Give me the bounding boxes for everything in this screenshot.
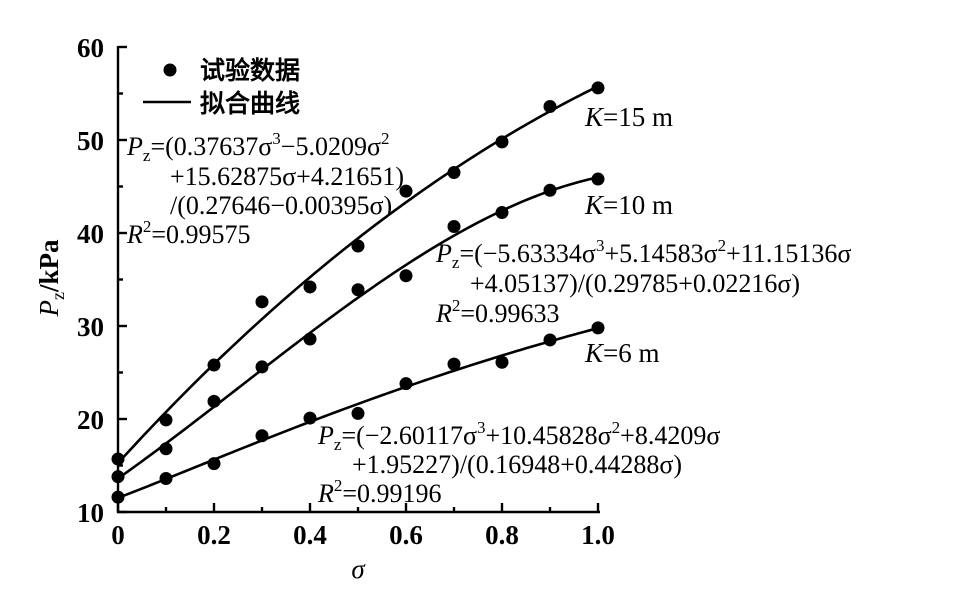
fit-curves: [117, 85, 599, 500]
y-tick-label: 10: [77, 498, 104, 528]
y-tick-label: 60: [77, 33, 104, 63]
fit-curve-k10: [117, 176, 599, 480]
series-label-k6-rest: =6 m: [603, 338, 659, 368]
equation-k15-line2: +15.62875σ+4.21651): [170, 162, 404, 191]
series-label-k15-rest: =15 m: [603, 102, 673, 132]
equation-k6: Pz=(−2.60117σ3+10.45828σ2+8.4209σ +1.952…: [317, 418, 720, 508]
x-tick-label: 0.2: [197, 520, 231, 550]
data-point: [303, 332, 317, 346]
data-point: [159, 472, 173, 486]
y-tick-label: 40: [77, 219, 104, 249]
data-point: [447, 166, 461, 180]
equation-k10-r2: R2=0.99633: [435, 296, 560, 328]
x-tick-label: 1.0: [581, 520, 615, 550]
equation-k15-line3: /(0.27646−0.00395σ): [170, 191, 392, 220]
x-axis-label: σ: [351, 554, 366, 584]
data-point: [111, 470, 125, 484]
data-point: [591, 172, 605, 186]
x-tick-label: 0.8: [485, 520, 519, 550]
data-point: [543, 333, 557, 347]
series-label-k10-rest: =10 m: [603, 190, 673, 220]
data-point: [399, 269, 413, 283]
equation-k6-line1: Pz=(−2.60117σ3+10.45828σ2+8.4209σ: [317, 418, 720, 454]
data-points: [111, 81, 605, 504]
legend-label-line: 拟合曲线: [200, 89, 300, 118]
equation-k15-r2: R2=0.99575: [126, 217, 251, 249]
data-point: [159, 442, 173, 456]
x-tick-label: 0: [111, 520, 125, 550]
data-point: [399, 377, 413, 391]
equation-k15: Pz=(0.37637σ3−5.0209σ2 +15.62875σ+4.2165…: [126, 129, 404, 249]
data-point: [303, 280, 317, 294]
data-point: [255, 429, 269, 443]
data-point: [207, 358, 221, 372]
legend: 试验数据 拟合曲线: [143, 56, 300, 118]
equation-k6-line2: +1.95227)/(0.16948+0.44288σ): [352, 450, 682, 479]
data-point: [495, 135, 509, 149]
data-point: [591, 321, 605, 335]
x-tick-label: 0.6: [389, 520, 423, 550]
equation-k10-line1: Pz=(−5.63334σ3+5.14583σ2+11.15136σ: [435, 236, 851, 272]
data-point: [399, 184, 413, 198]
data-point: [159, 413, 173, 427]
data-point: [495, 206, 509, 220]
legend-marker-points: [163, 63, 177, 77]
ticks: [116, 45, 600, 514]
fit-curve-k15: [117, 85, 599, 465]
fit-curve-k6: [117, 326, 599, 500]
y-tick-label: 20: [77, 405, 104, 435]
data-point: [543, 183, 557, 197]
data-point: [255, 295, 269, 309]
y-axis-label: Pz/kPa: [34, 239, 68, 318]
data-point: [351, 406, 365, 420]
series-label-k6: K=6 m: [584, 338, 660, 368]
legend-label-points: 试验数据: [200, 56, 300, 85]
series-label-k10: K=10 m: [584, 190, 673, 220]
data-point: [543, 100, 557, 114]
y-axis-label-sub: z: [48, 292, 68, 300]
data-point: [351, 283, 365, 297]
data-point: [207, 457, 221, 471]
equation-k15-line1: Pz=(0.37637σ3−5.0209σ2: [126, 129, 389, 165]
data-point: [303, 411, 317, 425]
data-point: [111, 490, 125, 504]
data-point: [495, 355, 509, 369]
y-tick-label: 30: [77, 312, 104, 342]
data-point: [351, 239, 365, 253]
y-tick-label: 50: [77, 126, 104, 156]
data-point: [207, 394, 221, 408]
y-axis-label-unit: /kPa: [34, 239, 64, 293]
y-axis-label-main: P: [34, 300, 64, 318]
x-tick-label: 0.4: [293, 520, 327, 550]
series-label-k15: K=15 m: [584, 102, 673, 132]
data-point: [591, 81, 605, 95]
data-point: [255, 360, 269, 374]
tick-labels: 0 0.2 0.4 0.6 0.8 1.0 10 20 30 40 50 60: [77, 33, 615, 550]
equation-k10: Pz=(−5.63334σ3+5.14583σ2+11.15136σ +4.05…: [435, 236, 851, 328]
data-point: [447, 219, 461, 233]
data-point: [447, 357, 461, 371]
data-point: [111, 452, 125, 466]
equation-k6-r2: R2=0.99196: [317, 476, 442, 508]
equation-k10-line2: +4.05137)/(0.29785+0.02216σ): [470, 269, 800, 298]
